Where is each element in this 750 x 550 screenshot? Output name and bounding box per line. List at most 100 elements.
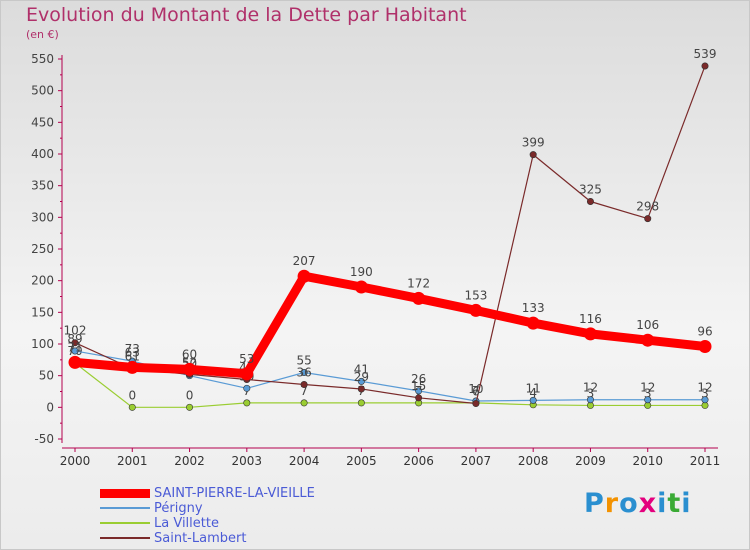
data-point <box>586 198 594 206</box>
data-point <box>641 333 655 347</box>
data-label: 12 <box>583 381 598 395</box>
data-label: 102 <box>64 324 87 338</box>
data-point <box>297 269 311 283</box>
data-label: 106 <box>636 318 659 332</box>
legend-item: La Villette <box>100 516 360 531</box>
chart-title: Evolution du Montant de la Dette par Hab… <box>26 4 467 26</box>
x-tick-label: 2009 <box>575 454 606 468</box>
data-label: 53 <box>239 352 254 366</box>
series-line <box>74 271 706 379</box>
y-tick-label: 250 <box>31 242 54 256</box>
data-point <box>701 62 709 70</box>
data-point <box>529 396 537 404</box>
data-point <box>472 400 480 408</box>
data-label: 36 <box>296 366 311 380</box>
y-tick-label: 400 <box>31 147 54 161</box>
data-point <box>357 377 365 385</box>
legend-item: SAINT-PIERRE-LA-VIEILLE <box>100 486 360 501</box>
data-label: 89 <box>67 332 82 346</box>
legend-label: Périgny <box>154 501 203 516</box>
x-tick-label: 2004 <box>289 454 320 468</box>
series-line <box>74 362 705 408</box>
data-label: 71 <box>67 340 82 354</box>
data-point <box>698 340 712 354</box>
data-label: 399 <box>522 136 545 150</box>
legend: SAINT-PIERRE-LA-VIEILLE Périgny La Villett… <box>100 486 360 546</box>
data-label: 7 <box>300 384 308 398</box>
data-label: 3 <box>701 386 709 400</box>
y-tick-label: 100 <box>31 337 54 351</box>
y-tick-label: 150 <box>31 305 54 319</box>
logo-letter: r <box>604 488 620 519</box>
data-point <box>183 362 197 376</box>
data-point <box>529 151 537 159</box>
x-tick-label: 2003 <box>232 454 263 468</box>
data-label: 41 <box>354 362 369 376</box>
data-point <box>415 394 423 402</box>
data-point <box>128 403 136 411</box>
data-point <box>526 316 540 330</box>
y-tick-label: 500 <box>31 84 54 98</box>
legend-item: Saint-Lambert <box>100 531 360 546</box>
data-label: 298 <box>636 200 659 214</box>
x-tick-label: 2001 <box>117 454 148 468</box>
data-label: 153 <box>464 288 487 302</box>
y-tick-label: 550 <box>31 52 54 66</box>
x-tick-label: 2007 <box>461 454 492 468</box>
legend-swatch <box>100 507 150 509</box>
legend-label: Saint-Lambert <box>154 531 247 546</box>
data-label: 207 <box>293 254 316 268</box>
data-label: 7 <box>472 384 480 398</box>
data-label: 190 <box>350 265 373 279</box>
data-label: 172 <box>407 276 430 290</box>
data-label: 26 <box>411 372 426 386</box>
x-tick-label: 2011 <box>690 454 721 468</box>
data-label: 325 <box>579 183 602 197</box>
proxiti-logo: Proxiti <box>584 488 692 519</box>
data-point <box>240 367 254 381</box>
legend-label: La Villette <box>154 516 219 531</box>
x-tick-label: 2002 <box>174 454 205 468</box>
legend-label: SAINT-PIERRE-LA-VIEILLE <box>154 486 315 501</box>
data-label: 12 <box>697 381 712 395</box>
data-label: 133 <box>522 301 545 315</box>
data-point <box>300 368 308 376</box>
data-point <box>125 360 139 374</box>
data-label: 96 <box>697 325 712 339</box>
data-point <box>243 399 251 407</box>
series-line <box>74 65 706 405</box>
data-point <box>71 347 79 355</box>
data-label: 4 <box>529 386 537 400</box>
data-point <box>644 215 652 223</box>
data-point <box>300 381 308 389</box>
logo-letter: i <box>681 488 692 519</box>
y-tick-label: 350 <box>31 179 54 193</box>
legend-swatch <box>100 522 150 524</box>
x-tick-label: 2005 <box>346 454 377 468</box>
data-label: 63 <box>125 345 140 359</box>
logo-letter: i <box>657 488 668 519</box>
data-label: 539 <box>694 47 717 61</box>
data-point <box>186 403 194 411</box>
data-point <box>586 396 594 404</box>
data-point <box>412 291 426 305</box>
x-tick-label: 2006 <box>403 454 434 468</box>
y-tick-label: 0 <box>46 400 54 414</box>
legend-swatch <box>100 537 150 539</box>
data-label: 55 <box>296 354 311 368</box>
data-label: 11 <box>526 381 541 395</box>
logo-letter: x <box>638 488 658 519</box>
logo-letter: o <box>619 488 639 519</box>
data-point <box>71 339 79 347</box>
legend-item: Périgny <box>100 501 360 516</box>
data-point <box>357 399 365 407</box>
data-point <box>243 384 251 392</box>
y-tick-label: 300 <box>31 210 54 224</box>
logo-letter: P <box>584 488 605 519</box>
data-point <box>644 396 652 404</box>
data-label: 61 <box>125 350 140 364</box>
x-tick-label: 2008 <box>518 454 549 468</box>
x-tick-label: 2000 <box>60 454 91 468</box>
